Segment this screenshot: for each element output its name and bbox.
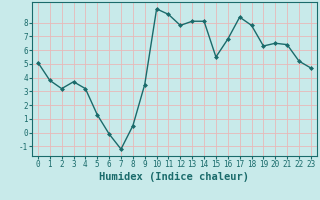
X-axis label: Humidex (Indice chaleur): Humidex (Indice chaleur) (100, 172, 249, 182)
